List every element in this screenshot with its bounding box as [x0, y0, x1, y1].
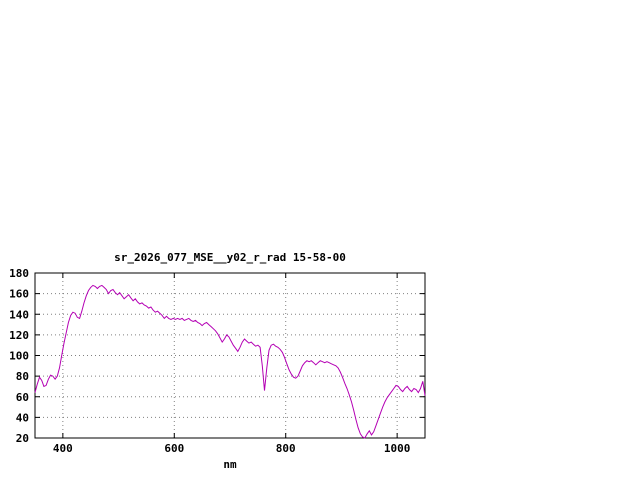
- y-tick-label: 160: [9, 288, 29, 301]
- y-tick-label: 20: [16, 432, 29, 445]
- y-tick-label: 180: [9, 267, 29, 280]
- y-tick-label: 40: [16, 411, 29, 424]
- spectrum-line: [34, 284, 426, 439]
- x-tick-label: 600: [164, 442, 184, 455]
- plot-border: [34, 272, 426, 439]
- y-tick-label: 80: [16, 370, 29, 383]
- y-tick-label: 100: [9, 350, 29, 363]
- chart-title: sr_2026_077_MSE__y02_r_rad 15-58-00: [114, 251, 346, 264]
- y-tick-label: 120: [9, 329, 29, 342]
- y-tick-label: 140: [9, 308, 29, 321]
- y-tick-label: 60: [16, 391, 29, 404]
- x-tick-label: 800: [276, 442, 296, 455]
- x-tick-label: 1000: [384, 442, 411, 455]
- x-axis-label: nm: [223, 458, 237, 471]
- x-tick-label: 400: [53, 442, 73, 455]
